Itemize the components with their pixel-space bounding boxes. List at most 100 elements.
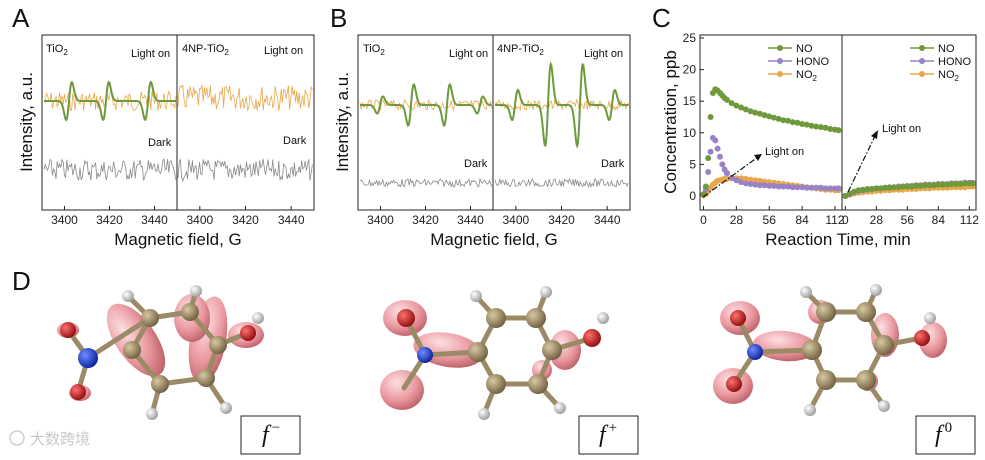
data-point-no xyxy=(808,122,815,129)
legend-label: NO xyxy=(796,43,813,55)
data-point-hono xyxy=(714,145,721,152)
oxygen-atom xyxy=(240,325,256,341)
data-point-no xyxy=(761,112,768,119)
oxygen-atom xyxy=(726,376,742,392)
panel-b-xlabel: Magnetic field, G xyxy=(430,230,558,249)
fukui-label-plus-box: f + xyxy=(578,415,639,455)
x-tick-label: 3440 xyxy=(594,213,621,227)
data-point-no xyxy=(864,186,871,192)
light-on-arrowhead-right xyxy=(871,130,878,139)
epr-light-noise-left xyxy=(43,90,177,112)
data-point-no xyxy=(908,183,915,190)
molecule-fukui-plus xyxy=(380,286,609,420)
data-point-no xyxy=(705,155,712,162)
epr-dark-left xyxy=(43,157,177,181)
legend-label: HONO xyxy=(938,56,971,68)
nitrogen-atom xyxy=(78,348,98,368)
watermark: 大数跨境 xyxy=(9,430,90,448)
panel-a-frame xyxy=(41,34,315,211)
data-point-no xyxy=(891,184,897,191)
panel-b-label: B xyxy=(330,3,347,33)
data-point-hono xyxy=(789,184,796,191)
data-point-no2 xyxy=(756,177,763,184)
molecule-fukui-zero xyxy=(713,284,947,416)
legend-label: NO2 xyxy=(938,69,960,83)
watermark-icon xyxy=(9,430,25,446)
light-on-arrowhead-left xyxy=(754,154,762,161)
data-point-hono xyxy=(728,174,735,181)
data-point-hono xyxy=(775,183,782,190)
panel-c-series xyxy=(700,86,976,199)
panel-d-label: D xyxy=(12,266,31,296)
data-point-hono xyxy=(808,184,815,191)
data-point-hono xyxy=(724,170,730,177)
y-tick-label: 5 xyxy=(689,157,696,171)
panel-a-xticks: 3400 3420 3440 3400 3420 3440 xyxy=(51,206,305,227)
x-tick-label: 3400 xyxy=(367,213,394,227)
data-point-hono xyxy=(717,153,723,160)
data-point-no xyxy=(724,96,730,103)
x-tick-label: 3400 xyxy=(51,213,78,227)
data-point-hono xyxy=(752,181,759,188)
legend-label: HONO xyxy=(796,56,829,68)
data-point-no xyxy=(747,108,754,115)
data-point-hono xyxy=(738,179,745,186)
x-tick-label: 3400 xyxy=(186,213,213,227)
epr-light-fit-left xyxy=(360,83,492,127)
panel-a-light-right: Light on xyxy=(264,45,303,57)
panel-a-label: A xyxy=(12,3,30,33)
data-point-hono xyxy=(712,137,719,144)
data-point-no xyxy=(822,124,829,131)
oxygen-atom xyxy=(730,310,746,326)
x-tick-label: 3440 xyxy=(141,213,168,227)
data-point-no xyxy=(930,182,937,189)
data-point-no xyxy=(835,127,842,134)
data-point-no xyxy=(785,117,791,124)
panel-a-traces xyxy=(43,80,313,183)
x-tick-label: 84 xyxy=(795,213,809,227)
x-tick-label: 56 xyxy=(901,213,915,227)
x-tick-label: 3420 xyxy=(232,213,259,227)
data-point-hono xyxy=(770,182,777,189)
data-point-no xyxy=(770,114,777,121)
data-point-no xyxy=(939,181,946,188)
legend-marker xyxy=(777,71,783,77)
data-point-no xyxy=(961,180,968,187)
panel-c-yticks: 0 5 10 15 20 25 xyxy=(683,31,704,203)
x-tick-label: 0 xyxy=(700,213,707,227)
data-point-no xyxy=(766,113,773,120)
data-point-no xyxy=(756,110,763,117)
panel-a-dark-right: Dark xyxy=(283,135,307,147)
x-tick-label: 3420 xyxy=(412,213,439,227)
data-point-no xyxy=(935,181,942,188)
legend-marker xyxy=(919,71,925,77)
data-point-no xyxy=(877,185,884,192)
y-tick-label: 0 xyxy=(689,189,696,203)
data-point-no xyxy=(922,182,929,189)
data-point-no xyxy=(882,184,889,191)
y-tick-label: 25 xyxy=(683,31,697,45)
panel-b-frame xyxy=(357,34,631,211)
data-point-no xyxy=(827,126,834,132)
data-point-no xyxy=(733,102,740,109)
data-point-no xyxy=(969,180,976,187)
panel-b-light-right: Light on xyxy=(584,48,623,60)
data-point-hono xyxy=(719,161,726,168)
panel-b-epr: TiO2 4NP-TiO2 Light on Light on Dark Dar… xyxy=(333,34,631,249)
epr-dark-right xyxy=(177,158,313,183)
y-tick-label: 15 xyxy=(683,94,697,108)
molecule-fukui-minus xyxy=(57,285,264,420)
panel-a-xlabel: Magnetic field, G xyxy=(114,230,242,249)
lobe xyxy=(380,370,424,410)
legend-label: NO xyxy=(938,43,955,55)
data-point-hono xyxy=(827,185,834,192)
data-point-no xyxy=(957,181,964,187)
data-point-hono xyxy=(835,185,842,192)
data-point-no xyxy=(728,100,735,107)
data-point-no xyxy=(707,114,714,120)
epr-light-right xyxy=(177,84,313,112)
x-tick-label: 112 xyxy=(960,213,979,227)
data-point-no xyxy=(944,181,951,188)
panel-a-left-title: TiO2 xyxy=(46,43,68,57)
